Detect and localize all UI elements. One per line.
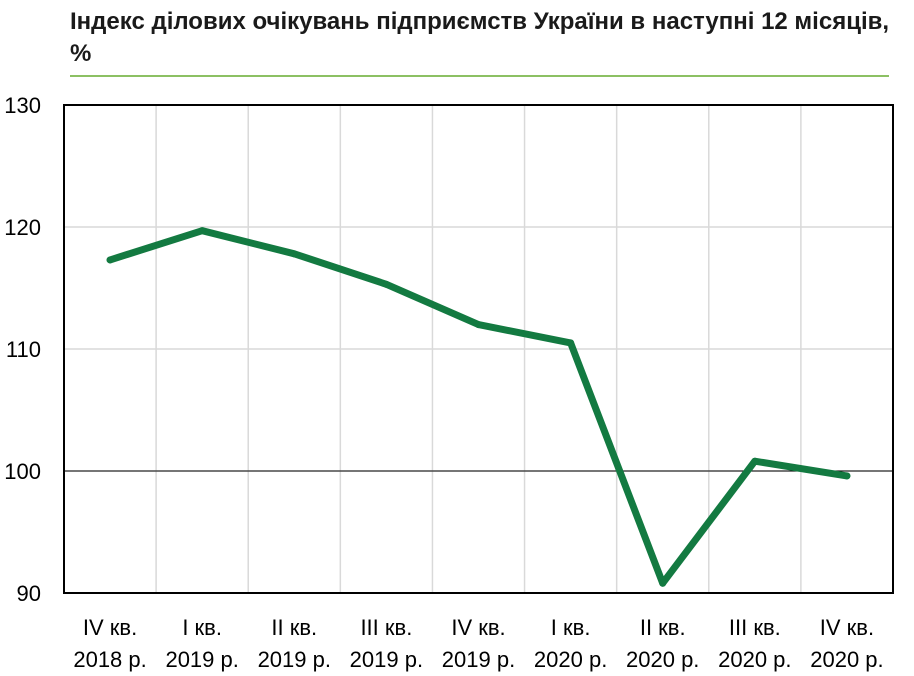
y-tick-label: 130 (4, 93, 41, 118)
x-tick-label-quarter: III кв. (729, 615, 781, 640)
x-tick-label-quarter: III кв. (360, 615, 412, 640)
plot-frame (63, 104, 894, 594)
x-tick-label-year: 2020 р. (534, 647, 607, 672)
x-tick-label-year: 2020 р. (626, 647, 699, 672)
x-tick-label-quarter: I кв. (551, 615, 591, 640)
data-point (659, 579, 667, 587)
y-tick-label: 110 (6, 337, 41, 362)
x-tick-label-quarter: IV кв. (83, 615, 137, 640)
x-tick-label-quarter: I кв. (182, 615, 222, 640)
x-tick-label-quarter: IV кв. (820, 615, 874, 640)
y-tick-label: 100 (4, 459, 41, 484)
title-divider (70, 75, 889, 77)
x-tick-label-year: 2019 р. (165, 647, 238, 672)
y-tick-label: 90 (17, 581, 41, 606)
data-point (290, 250, 298, 258)
data-point (198, 227, 206, 235)
data-point (475, 321, 482, 329)
x-tick-label-year: 2019 р. (258, 647, 331, 672)
series-line (106, 227, 851, 587)
data-point (106, 256, 114, 264)
x-tick-label-quarter: II кв. (640, 615, 686, 640)
x-tick-label-year: 2018 р. (73, 647, 146, 672)
x-tick-label-year: 2019 р. (442, 647, 515, 672)
x-tick-label-quarter: IV кв. (451, 615, 505, 640)
data-point (843, 472, 851, 480)
chart-title: Індекс ділових очікувань підприємств Укр… (70, 8, 890, 67)
y-axis-ticks: 90 100 110 120 130 (4, 93, 41, 606)
x-tick-label-year: 2020 р. (810, 647, 883, 672)
data-point (567, 339, 575, 347)
gridlines (64, 105, 893, 593)
data-point (382, 280, 390, 288)
y-tick-label: 120 (4, 215, 41, 240)
data-point (751, 457, 759, 465)
x-axis-ticks: IV кв. 2018 р. I кв. 2019 р. II кв. 2019 р. II… (73, 615, 883, 672)
x-tick-label-year: 2020 р. (718, 647, 791, 672)
x-tick-label-year: 2019 р. (350, 647, 423, 672)
x-tick-label-quarter: II кв. (271, 615, 317, 640)
